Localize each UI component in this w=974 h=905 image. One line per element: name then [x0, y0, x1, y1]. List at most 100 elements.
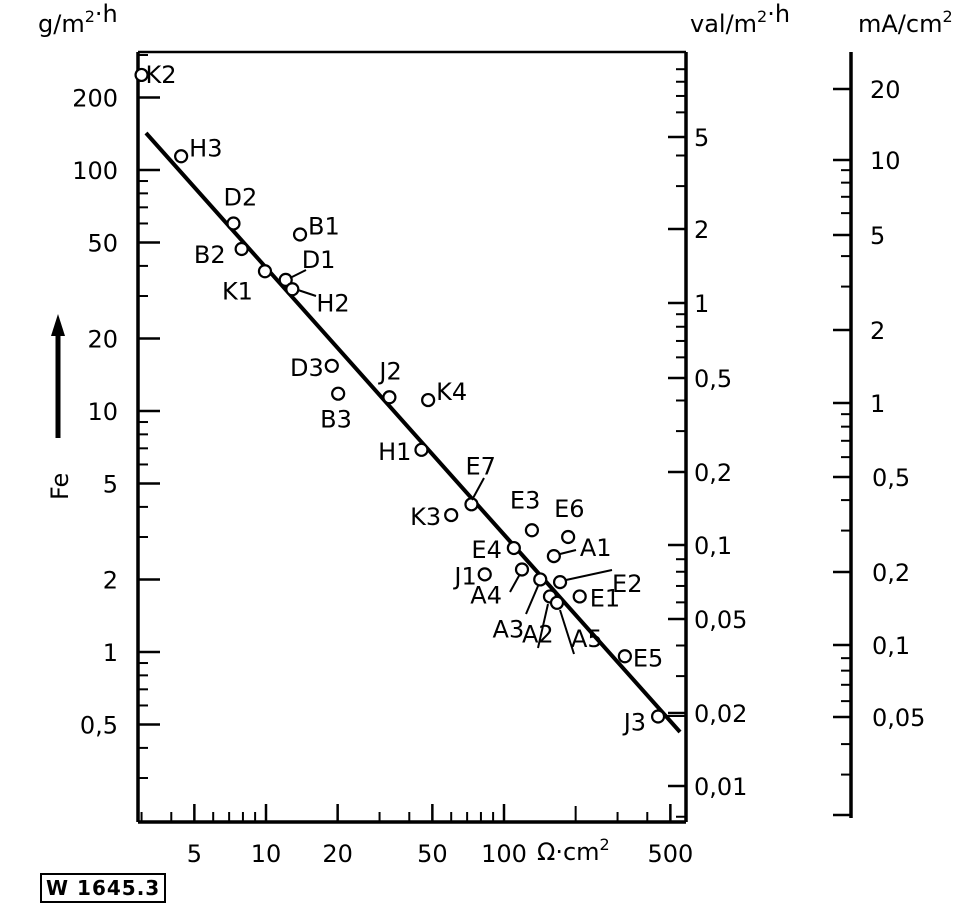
data-point-k2: K2 [134, 61, 177, 89]
data-point-d1: D1 [278, 246, 336, 287]
svg-text:20: 20 [87, 325, 118, 353]
ma-axis-ticks: 20 10 5 2 1 0,5 0,2 0,1 0,05 [833, 76, 925, 817]
val-axis-ticks: 5 2 1 0,5 0,2 0,1 0,05 0,02 0,01 [668, 68, 747, 818]
svg-text:10: 10 [87, 398, 118, 426]
svg-text:H3: H3 [189, 134, 222, 162]
svg-text:K3: K3 [410, 503, 441, 531]
data-point-e5: E5 [617, 644, 663, 672]
svg-text:J2: J2 [377, 357, 401, 385]
svg-text:A2: A2 [522, 620, 554, 648]
svg-text:D1: D1 [302, 246, 336, 274]
svg-text:B1: B1 [308, 212, 340, 240]
data-point-d2: D2 [223, 183, 257, 231]
svg-text:1: 1 [694, 290, 709, 318]
data-point-e6: E6 [554, 495, 585, 545]
svg-text:A3: A3 [493, 615, 525, 643]
data-point-a4: A4 [470, 562, 530, 609]
data-point-j3: J3 [622, 708, 666, 736]
svg-text:0,05: 0,05 [872, 704, 925, 732]
svg-text:0,01: 0,01 [694, 773, 747, 801]
data-point-d3: D3 [290, 354, 339, 382]
data-point-h1: H1 [378, 438, 429, 466]
y-axis-unit-label: g/m2·h [38, 0, 118, 38]
svg-text:E7: E7 [465, 452, 495, 480]
data-point-j1: J1 [452, 562, 492, 590]
svg-text:0,2: 0,2 [694, 459, 732, 487]
ma-axis-unit-label: mA/cm2 [858, 7, 953, 38]
svg-text:5: 5 [187, 840, 202, 868]
plot-frame [136, 50, 688, 824]
svg-text:E6: E6 [554, 495, 584, 523]
y-axis-arrow-icon [51, 314, 65, 438]
svg-text:1: 1 [103, 639, 118, 667]
data-point-k4: K4 [421, 378, 467, 408]
svg-text:2: 2 [103, 566, 118, 594]
data-point-k3: K3 [410, 503, 459, 531]
svg-text:0,5: 0,5 [872, 464, 910, 492]
svg-text:D3: D3 [290, 354, 324, 382]
svg-text:A4: A4 [470, 581, 502, 609]
svg-text:A1: A1 [580, 534, 612, 562]
svg-text:5: 5 [694, 124, 709, 152]
data-point-a1: A1 [546, 534, 612, 564]
data-point-b1: B1 [292, 212, 340, 242]
svg-text:J3: J3 [622, 708, 646, 736]
svg-text:B2: B2 [194, 241, 226, 269]
svg-text:H2: H2 [316, 289, 349, 317]
svg-text:0,1: 0,1 [872, 632, 910, 660]
svg-text:50: 50 [417, 840, 448, 868]
data-point-e7: E7 [464, 452, 496, 512]
svg-text:20: 20 [322, 840, 353, 868]
data-point-e3: E3 [510, 486, 540, 538]
svg-text:0,2: 0,2 [872, 559, 910, 587]
data-point-e2: E2 [552, 570, 642, 598]
x-axis-unit-label: Ω·cm2 [537, 835, 610, 866]
svg-text:1: 1 [870, 390, 885, 418]
svg-text:500: 500 [647, 840, 693, 868]
svg-text:0,5: 0,5 [80, 712, 118, 740]
svg-text:2: 2 [870, 317, 885, 345]
svg-text:0,02: 0,02 [694, 700, 747, 728]
data-point-b2: B2 [194, 241, 249, 269]
svg-text:20: 20 [870, 76, 901, 104]
svg-text:10: 10 [251, 840, 282, 868]
svg-text:200: 200 [72, 84, 118, 112]
x-axis-ticks: 5 10 20 50 100 500 [140, 804, 693, 868]
data-point-b3: B3 [320, 386, 352, 434]
svg-text:5: 5 [103, 471, 118, 499]
svg-text:D2: D2 [223, 183, 257, 211]
y-axis-name-label: Fe [46, 473, 74, 500]
svg-text:B3: B3 [320, 406, 352, 434]
svg-text:J1: J1 [452, 562, 476, 590]
data-point-e1: E1 [572, 584, 620, 612]
svg-text:H1: H1 [378, 438, 411, 466]
data-point-k1: K1 [222, 264, 273, 305]
svg-text:K1: K1 [222, 277, 253, 305]
figure-number: W 1645.3 [40, 873, 167, 903]
svg-text:A5: A5 [571, 625, 603, 653]
svg-text:0,1: 0,1 [694, 532, 732, 560]
val-axis-unit-label: val/m2·h [690, 0, 790, 38]
svg-text:E3: E3 [510, 486, 540, 514]
svg-text:100: 100 [481, 840, 527, 868]
svg-text:E5: E5 [633, 644, 663, 672]
data-point-a3: A3 [493, 572, 548, 643]
label-leader-lines [289, 269, 686, 717]
data-point-h3: H3 [174, 134, 222, 164]
svg-text:100: 100 [72, 157, 118, 185]
data-point-h2: H2 [285, 282, 350, 317]
svg-text:0,5: 0,5 [694, 365, 732, 393]
y-axis-ticks: 200 100 50 20 10 5 2 1 0,5 [72, 54, 160, 780]
data-point-j2: J2 [377, 357, 402, 405]
svg-text:E1: E1 [590, 584, 620, 612]
svg-text:50: 50 [87, 230, 118, 258]
svg-text:10: 10 [870, 147, 901, 175]
svg-text:2: 2 [694, 216, 709, 244]
data-point-a5: A5 [549, 595, 603, 653]
svg-text:K4: K4 [436, 378, 467, 406]
svg-text:E2: E2 [612, 570, 642, 598]
data-point-e4: E4 [471, 536, 521, 564]
svg-text:0,05: 0,05 [694, 606, 747, 634]
